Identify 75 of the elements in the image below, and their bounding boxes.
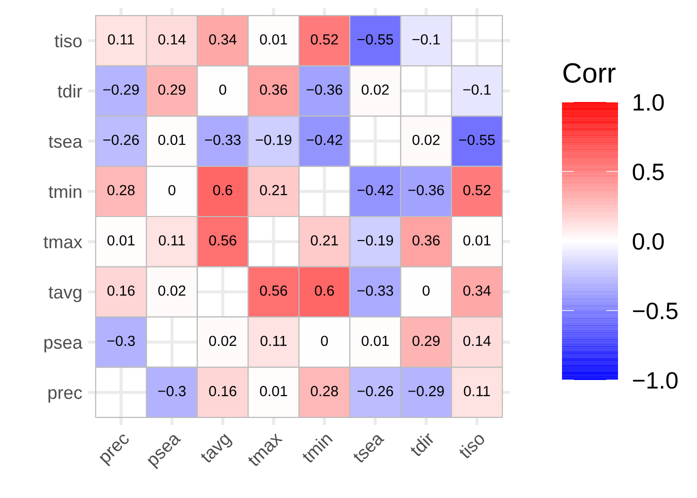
data-label: −0.55 [358,34,394,45]
data-label: −0.3 [107,336,135,346]
data-label: 0.11 [464,386,490,396]
data-label: 0.14 [463,336,491,346]
data-label: 0.34 [463,285,491,296]
data-label: 0.16 [209,386,236,396]
data-label: −0.33 [205,134,241,146]
data-label: 0.56 [209,235,236,246]
x-tick-label: tmin [300,431,333,464]
data-label: −0.1 [412,34,440,45]
data-label: 0.28 [107,184,135,196]
data-label: 0.02 [412,134,440,146]
data-label: 0.36 [412,235,440,246]
data-label: 0.6 [213,184,232,196]
data-label: 0.01 [260,34,288,45]
data-label: 0.28 [310,386,338,396]
color-bar-title: Corr [563,63,616,83]
y-tick-label: tavg [48,286,82,302]
color-bar-label: 1.0 [634,94,664,111]
x-tick-label: tsea [352,432,385,464]
x-tick-label: tiso [457,431,486,460]
data-label: −0.26 [103,134,139,146]
data-label: −0.36 [306,84,342,95]
data-label: −0.19 [358,235,394,246]
data-label: −0.42 [358,184,393,196]
data-label: 0.02 [209,336,236,346]
data-label: 0.29 [158,84,186,95]
y-tick-label: tmin [48,184,82,198]
data-label: −0.26 [358,386,394,396]
y-tick-label: psea [44,338,82,352]
data-label: −0.29 [103,84,139,95]
data-label: 0.01 [260,386,288,396]
y-tick-label: tdir [58,84,82,98]
data-label: −0.55 [459,134,495,146]
data-label: 0.56 [260,285,288,296]
y-tick-label: tsea [48,136,82,148]
data-label: −0.33 [358,285,394,296]
data-label: −0.3 [158,386,186,396]
color-bar-label: −0.5 [633,302,678,320]
data-label: 0.16 [107,285,135,296]
data-label: 0.11 [108,34,134,45]
data-label: 0.14 [158,34,186,45]
data-label: 0 [422,285,430,296]
data-label: 0.29 [412,336,440,346]
data-label: 0.36 [260,84,288,95]
data-label: 0.11 [260,336,287,346]
data-label: 0.34 [209,34,236,45]
y-tick-label: tmax [44,236,82,248]
data-label: 0.21 [310,235,338,246]
data-label: 0.01 [463,235,490,246]
color-bar-label: 0.5 [632,164,664,180]
data-label: 0.01 [158,134,186,146]
x-tick-label: tdir [408,430,436,458]
data-label: 0 [320,336,328,346]
data-label: −0.1 [463,84,491,95]
data-label: 0.21 [260,184,288,196]
data-label: −0.29 [408,386,444,396]
y-tick-label: prec [48,389,82,403]
data-label: 0.52 [310,34,338,45]
data-label: 0 [219,84,226,95]
data-label: −0.36 [408,184,444,196]
data-label: −0.19 [256,134,292,146]
x-tick-label: tavg [200,432,234,466]
data-label: 0.6 [314,285,334,296]
data-label: 0.52 [463,184,490,196]
data-label: 0.01 [362,336,389,346]
data-label: 0.02 [362,84,389,95]
data-label: −0.42 [306,134,342,146]
data-label: 0.02 [158,285,186,296]
data-label: 0.11 [158,235,185,246]
y-tick-label: tiso [54,34,82,48]
color-bar-label: 0.0 [632,233,664,250]
data-label: 0 [168,184,176,196]
data-label: 0.01 [107,235,135,246]
color-bar-label: −1.0 [633,372,678,389]
